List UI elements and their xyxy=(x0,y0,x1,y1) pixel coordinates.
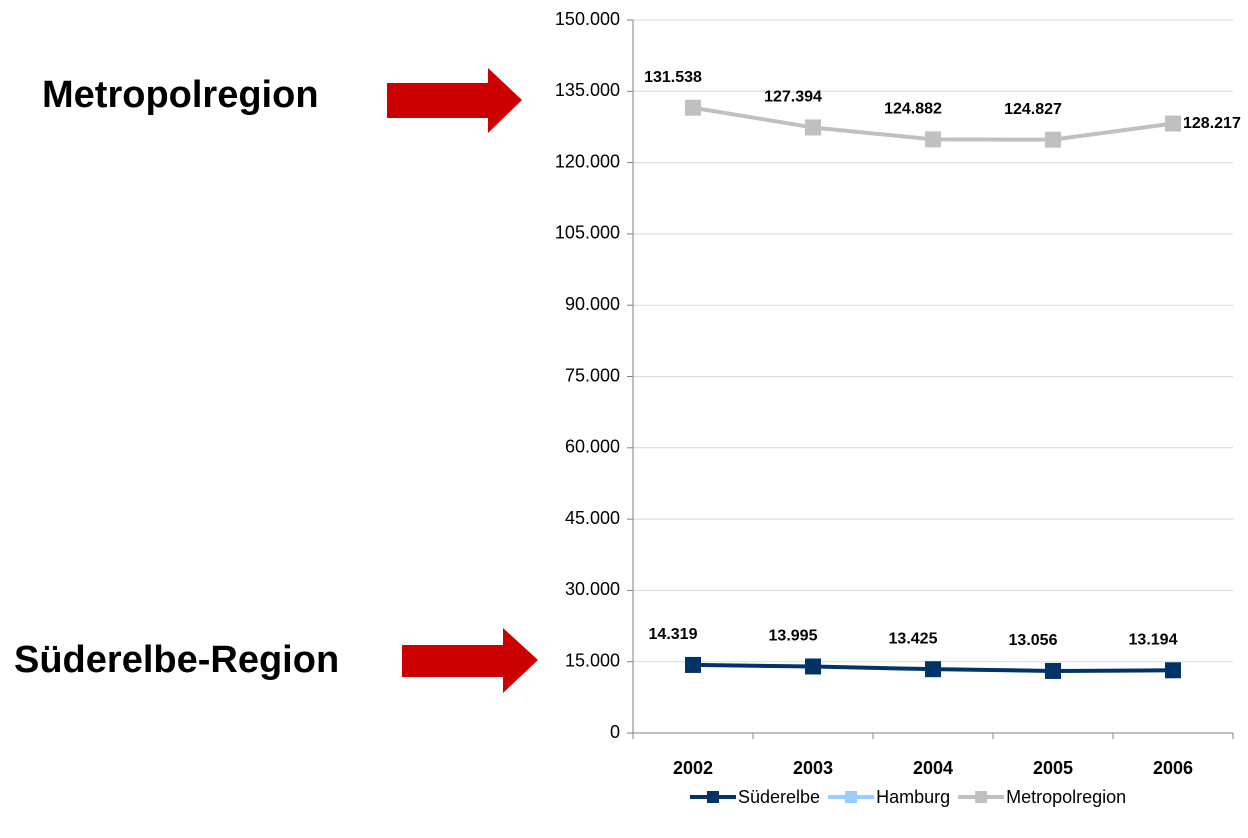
legend-label: Hamburg xyxy=(876,787,950,807)
x-tick-label: 2005 xyxy=(1033,758,1073,778)
marker xyxy=(805,658,821,675)
y-tick-label: 105.000 xyxy=(555,223,620,243)
data-label: 13.425 xyxy=(889,630,938,647)
arrow xyxy=(402,628,538,693)
data-label: 124.827 xyxy=(1004,101,1062,118)
marker xyxy=(685,99,701,116)
legend-marker xyxy=(707,791,719,803)
arrow xyxy=(387,68,522,133)
data-label: 124.882 xyxy=(884,101,942,118)
marker xyxy=(1045,662,1061,679)
x-tick-label: 2003 xyxy=(793,758,833,778)
data-label: 13.056 xyxy=(1009,632,1058,649)
marker xyxy=(1165,115,1181,132)
data-label: 127.394 xyxy=(764,89,822,106)
data-label: 13.995 xyxy=(769,628,818,645)
x-tick-label: 2006 xyxy=(1153,758,1193,778)
legend-marker xyxy=(975,791,988,803)
y-tick-label: 0 xyxy=(610,722,620,742)
marker xyxy=(805,119,821,136)
marker xyxy=(1165,662,1181,679)
x-tick-label: 2002 xyxy=(673,758,713,778)
marker xyxy=(925,131,941,148)
y-tick-label: 15.000 xyxy=(565,650,620,670)
y-tick-label: 120.000 xyxy=(555,151,620,171)
data-label: 13.194 xyxy=(1129,632,1178,649)
data-label: 14.319 xyxy=(649,626,698,643)
marker xyxy=(925,661,941,678)
y-tick-label: 150.000 xyxy=(555,9,620,29)
legend-label: Süderelbe xyxy=(738,787,820,807)
y-tick-label: 90.000 xyxy=(565,294,620,314)
y-tick-label: 135.000 xyxy=(555,80,620,100)
annotation: Süderelbe-Region xyxy=(14,639,339,681)
marker xyxy=(685,656,701,673)
x-tick-label: 2004 xyxy=(913,758,953,778)
y-tick-label: 60.000 xyxy=(565,437,620,457)
y-tick-label: 75.000 xyxy=(565,365,620,385)
y-tick-label: 45.000 xyxy=(565,508,620,528)
annotation: Metropolregion xyxy=(42,74,319,116)
data-label: 128.217 xyxy=(1183,115,1241,132)
legend-marker xyxy=(845,791,858,803)
data-label: 131.538 xyxy=(644,69,702,86)
marker xyxy=(1045,131,1061,148)
y-tick-label: 30.000 xyxy=(565,579,620,599)
legend-label: Metropolregion xyxy=(1006,787,1126,807)
